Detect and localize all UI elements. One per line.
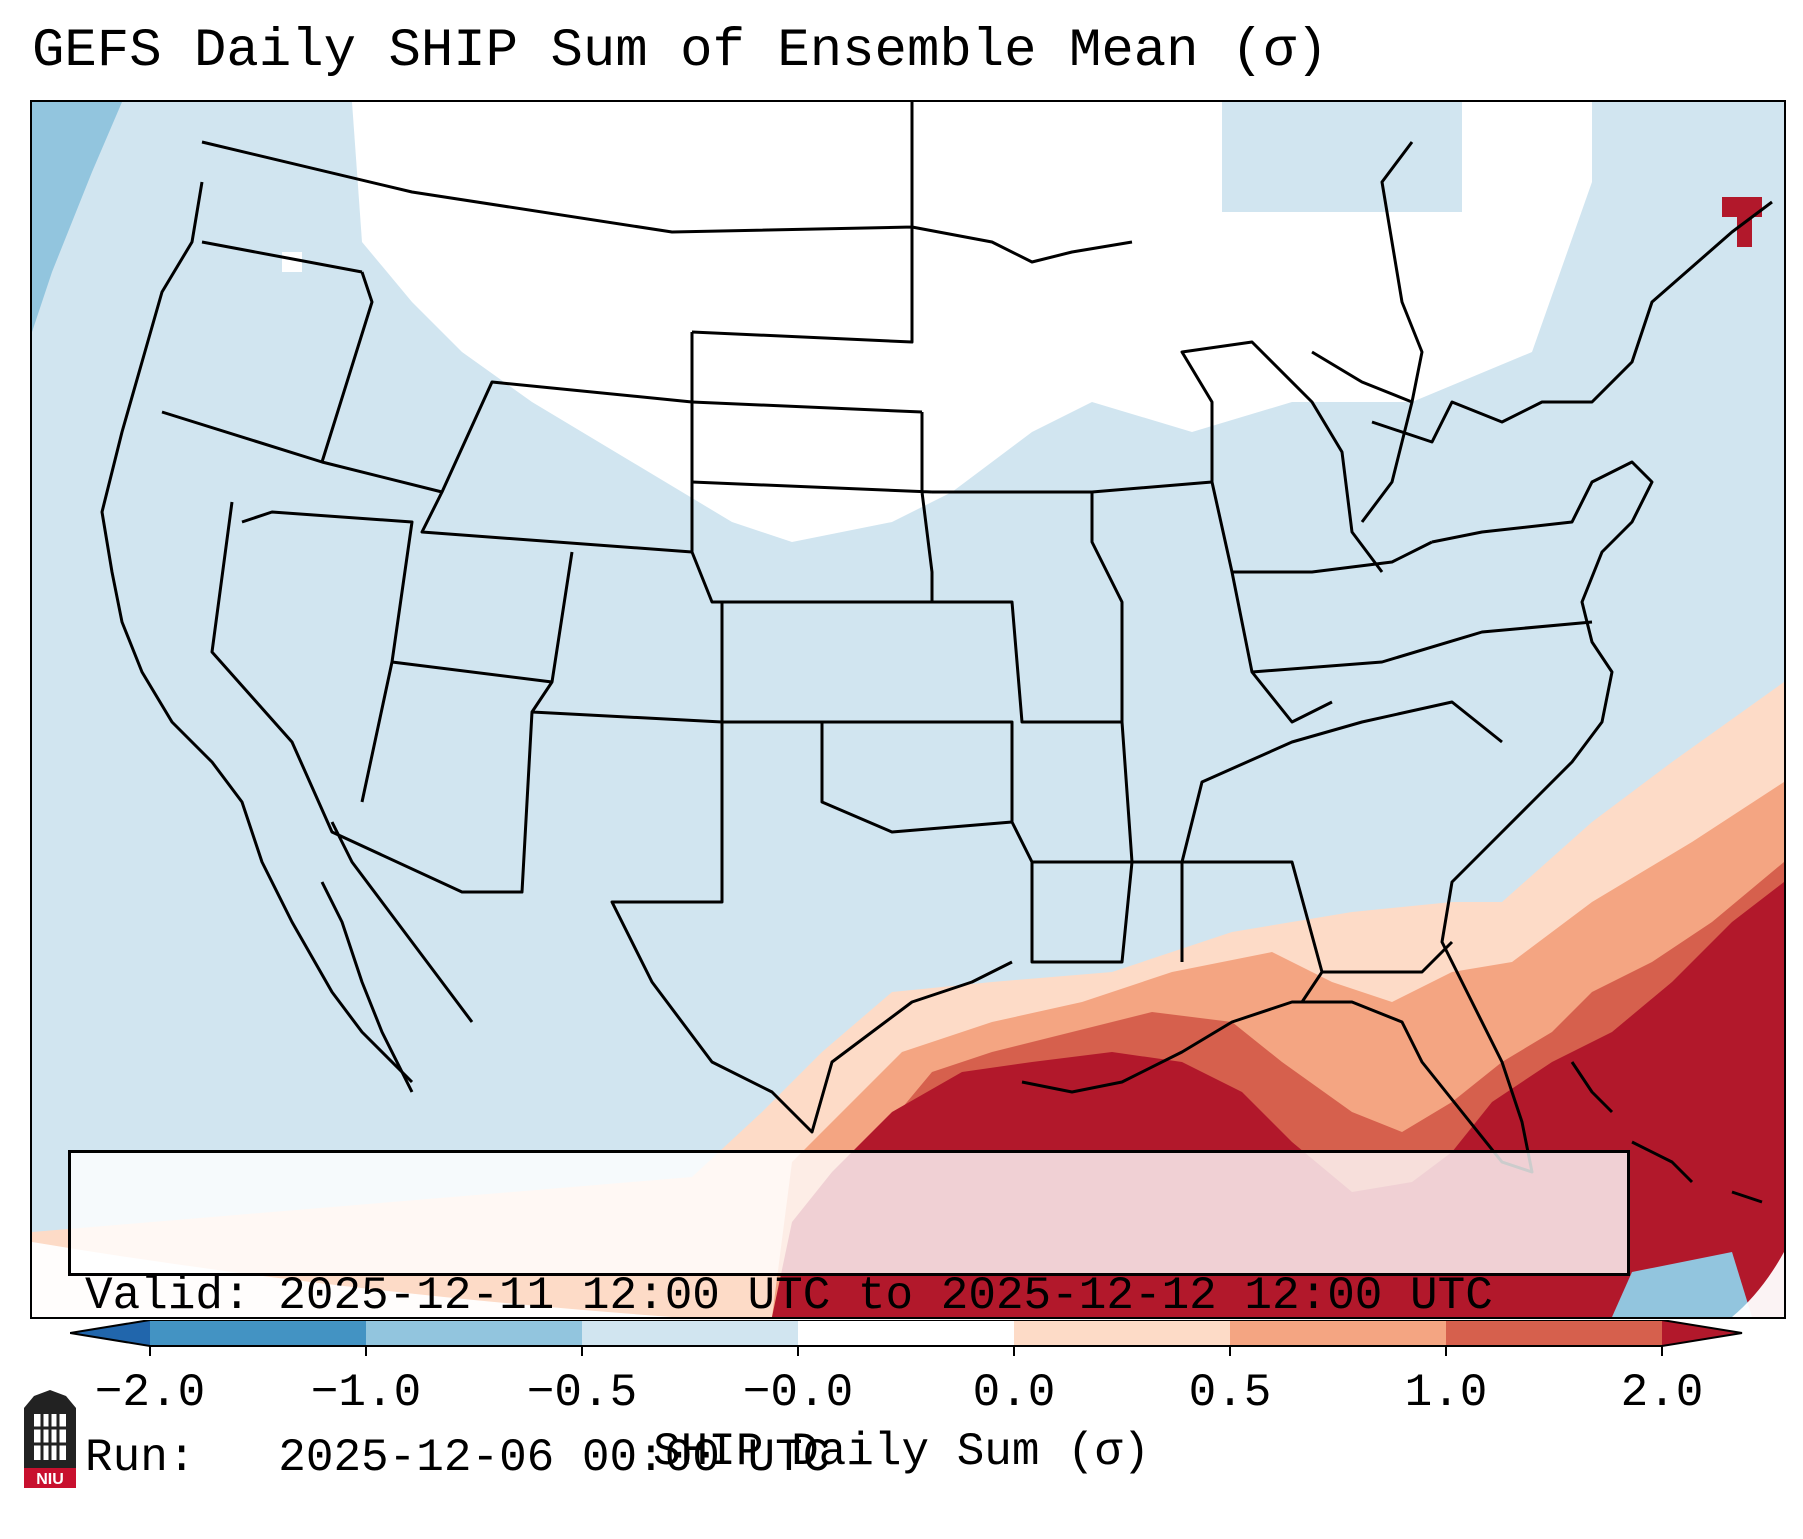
colorbar-extend-high <box>1662 1320 1742 1346</box>
colorbar-tick-label: −0.5 <box>526 1367 638 1419</box>
state-boundaries <box>100 102 1773 1204</box>
logo-text: NIU <box>36 1471 64 1488</box>
colorbar-segment <box>366 1320 582 1346</box>
field-negative-nw <box>32 102 122 332</box>
colorbar-segment <box>582 1320 798 1346</box>
colorbar-label: SHIP Daily Sum (σ) <box>653 1426 1150 1478</box>
validity-info-box: Valid: 2025-12-11 12:00 UTC to 2025-12-1… <box>68 1150 1630 1484</box>
field-near-zero-north <box>282 102 1592 542</box>
colorbar-tick-label: −2.0 <box>94 1367 206 1419</box>
colorbar-segment <box>798 1320 1014 1346</box>
colorbar-tick-label: −1.0 <box>310 1367 422 1419</box>
run-time-text: Run: 2025-12-06 00:00 UTC <box>85 1432 831 1484</box>
field-ne-patch <box>1722 197 1762 247</box>
map-panel <box>30 100 1786 1319</box>
colorbar-tick-label: 0.5 <box>1188 1367 1272 1419</box>
niu-logo: NIU <box>24 1390 76 1488</box>
colorbar-segment <box>150 1320 366 1346</box>
colorbar-tick-label: 2.0 <box>1620 1367 1704 1419</box>
valid-time-text: Valid: 2025-12-11 12:00 UTC to 2025-12-1… <box>85 1270 1493 1322</box>
field-negative-cuba <box>1612 1252 1752 1317</box>
colorbar-extend-low <box>70 1320 150 1346</box>
colorbar-tick-label: 1.0 <box>1404 1367 1488 1419</box>
colorbar-segment <box>1446 1320 1662 1346</box>
colorbar <box>70 1320 1743 1356</box>
colorbar-tick-label: −0.0 <box>742 1367 854 1419</box>
colorbar-segment <box>1014 1320 1230 1346</box>
map-canvas <box>32 102 1784 1317</box>
colorbar-tick-label: 0.0 <box>972 1367 1056 1419</box>
colorbar-segment <box>1230 1320 1446 1346</box>
map-title: GEFS Daily SHIP Sum of Ensemble Mean (σ) <box>32 21 1329 82</box>
